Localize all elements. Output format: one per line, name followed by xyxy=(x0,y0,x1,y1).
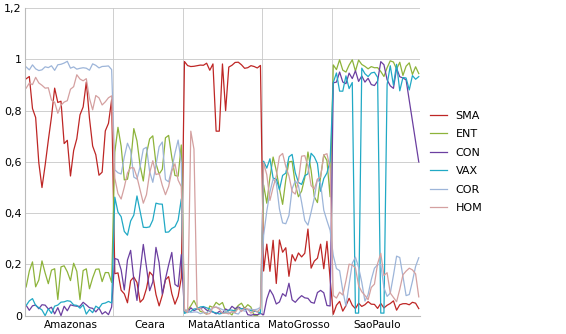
SMA xyxy=(114,271,121,275)
VAX xyxy=(127,219,134,223)
CON xyxy=(127,248,134,253)
HOM xyxy=(273,174,280,178)
SMA xyxy=(270,238,277,242)
CON xyxy=(270,293,277,297)
ENT xyxy=(368,64,375,68)
COR xyxy=(118,172,125,176)
COR xyxy=(415,256,422,260)
VAX xyxy=(355,311,362,315)
HOM xyxy=(74,73,80,77)
HOM xyxy=(118,197,125,201)
Line: ENT: ENT xyxy=(26,60,419,316)
CON xyxy=(396,75,403,79)
HOM xyxy=(396,287,403,291)
COR xyxy=(358,280,365,284)
HOM xyxy=(203,312,210,316)
SMA xyxy=(368,302,375,306)
SMA xyxy=(23,77,29,81)
COR xyxy=(368,278,375,282)
SMA xyxy=(396,303,403,307)
VAX xyxy=(118,215,125,219)
Line: CON: CON xyxy=(26,62,419,316)
HOM xyxy=(368,286,375,290)
SMA xyxy=(330,312,337,316)
COR xyxy=(23,65,29,69)
COR xyxy=(64,59,71,63)
ENT xyxy=(396,60,403,64)
CON xyxy=(415,160,422,164)
VAX xyxy=(23,304,29,308)
CON xyxy=(118,268,125,272)
Legend: SMA, ENT, CON, VAX, COR, HOM: SMA, ENT, CON, VAX, COR, HOM xyxy=(430,111,482,213)
ENT xyxy=(251,314,258,318)
CON xyxy=(355,79,362,84)
ENT xyxy=(23,285,29,289)
SMA xyxy=(358,304,365,308)
SMA xyxy=(124,301,131,305)
CON xyxy=(378,60,384,64)
VAX xyxy=(365,74,371,78)
VAX xyxy=(396,89,403,93)
VAX xyxy=(42,314,49,318)
ENT xyxy=(114,125,121,129)
ENT xyxy=(270,155,277,159)
CON xyxy=(365,76,371,80)
Line: SMA: SMA xyxy=(26,61,419,314)
Line: HOM: HOM xyxy=(26,75,419,314)
ENT xyxy=(415,71,422,75)
ENT xyxy=(358,62,365,66)
ENT xyxy=(336,58,343,62)
COR xyxy=(396,256,403,260)
SMA xyxy=(181,59,188,63)
Line: COR: COR xyxy=(26,61,419,314)
SMA xyxy=(415,307,422,311)
COR xyxy=(273,181,280,185)
COR xyxy=(235,312,242,316)
HOM xyxy=(358,290,365,294)
Line: VAX: VAX xyxy=(26,64,419,316)
HOM xyxy=(127,166,134,170)
HOM xyxy=(23,86,29,90)
VAX xyxy=(393,62,400,66)
COR xyxy=(127,149,134,153)
CON xyxy=(23,303,29,307)
CON xyxy=(58,314,65,318)
HOM xyxy=(415,295,422,299)
ENT xyxy=(124,177,131,181)
VAX xyxy=(270,176,277,180)
VAX xyxy=(415,74,422,78)
